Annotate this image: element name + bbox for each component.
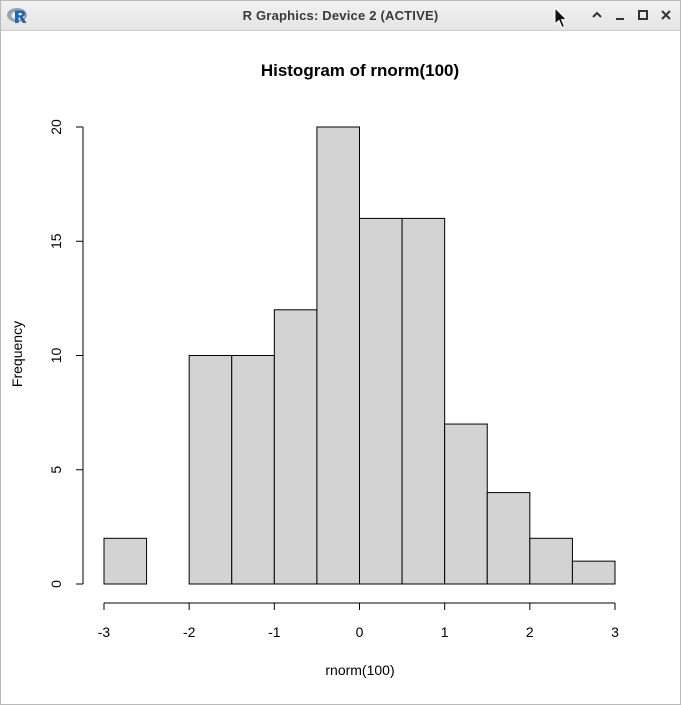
histogram-bar	[273, 309, 318, 585]
histogram-bar	[401, 217, 446, 585]
x-axis: -3 -2 -1 0 1 2 3	[98, 602, 619, 640]
window-title: R Graphics: Device 2 (ACTIVE)	[242, 8, 439, 23]
y-tick-label: 0	[48, 580, 64, 588]
x-tick-label: 1	[441, 624, 449, 640]
y-tick-label: 15	[48, 233, 64, 249]
y-axis-label: Frequency	[9, 321, 25, 387]
x-tick-label: -1	[268, 624, 281, 640]
plot-area: Histogram of rnorm(100) 0 5 10 15 20 -3 -2 -1 0…	[1, 31, 680, 704]
x-tick-label: -3	[98, 624, 111, 640]
x-tick-label: 3	[611, 624, 619, 640]
y-tick-label: 10	[48, 348, 64, 364]
x-tick-label: 2	[526, 624, 534, 640]
y-tick-label: 20	[48, 119, 64, 135]
y-axis: 0 5 10 15 20	[48, 119, 84, 588]
x-tick-label: -2	[183, 624, 196, 640]
histogram-bar	[359, 217, 403, 585]
title-bar[interactable]: R Graphics: Device 2 (ACTIVE)	[1, 1, 680, 31]
chevron-up-icon[interactable]	[589, 7, 605, 23]
mouse-pointer-icon	[554, 6, 568, 29]
bars-group	[103, 126, 616, 585]
close-icon[interactable]	[658, 7, 674, 23]
histogram-bar	[444, 423, 488, 585]
x-axis-label: rnorm(100)	[325, 662, 394, 678]
histogram-bar	[486, 492, 531, 585]
histogram-bar	[571, 560, 616, 585]
x-tick-label: 0	[356, 624, 364, 640]
y-tick-label: 5	[48, 466, 64, 474]
histogram-bar	[529, 537, 573, 585]
histogram-bar	[231, 355, 275, 585]
histogram-bar	[188, 355, 233, 585]
chart-title: Histogram of rnorm(100)	[261, 61, 459, 80]
histogram-bar	[316, 126, 360, 585]
histogram-bar	[103, 537, 148, 585]
minimize-icon[interactable]	[612, 7, 628, 23]
r-logo-icon[interactable]	[6, 6, 30, 26]
maximize-icon[interactable]	[635, 7, 651, 23]
